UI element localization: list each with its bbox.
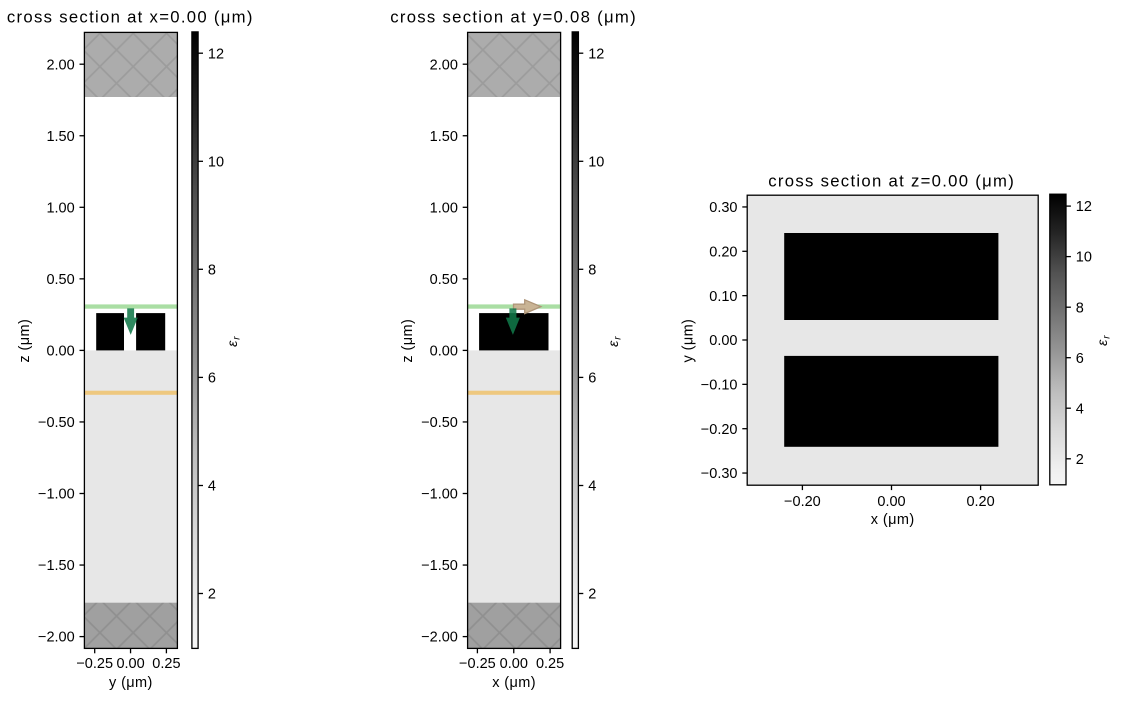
svg-text:0.20: 0.20	[709, 244, 737, 260]
svg-text:0.00: 0.00	[877, 494, 905, 510]
svg-text:8: 8	[208, 262, 216, 278]
svg-text:2: 2	[208, 587, 216, 603]
svg-text:1.50: 1.50	[46, 129, 74, 145]
svg-text:εr: εr	[224, 336, 242, 347]
svg-text:0.50: 0.50	[46, 272, 74, 288]
svg-text:y (μm): y (μm)	[681, 319, 697, 363]
svg-text:0.25: 0.25	[536, 656, 564, 672]
svg-text:0.00: 0.00	[500, 656, 528, 672]
svg-text:1.00: 1.00	[46, 200, 74, 216]
svg-text:2: 2	[1076, 452, 1084, 468]
svg-text:0.50: 0.50	[430, 272, 458, 288]
svg-text:8: 8	[588, 262, 596, 278]
svg-text:6: 6	[1076, 351, 1084, 367]
svg-text:−0.25: −0.25	[459, 656, 496, 672]
svg-text:−0.30: −0.30	[701, 466, 738, 482]
svg-text:0.00: 0.00	[116, 656, 144, 672]
svg-text:10: 10	[208, 154, 224, 170]
svg-text:12: 12	[588, 46, 604, 62]
svg-text:2: 2	[588, 587, 596, 603]
svg-text:−1.00: −1.00	[421, 487, 458, 503]
svg-text:−1.50: −1.50	[38, 558, 75, 574]
svg-text:−1.50: −1.50	[421, 558, 458, 574]
svg-text:0.00: 0.00	[709, 333, 737, 349]
svg-text:2.00: 2.00	[430, 57, 458, 73]
svg-text:10: 10	[588, 154, 604, 170]
svg-text:cross section at y=0.08 (μm): cross section at y=0.08 (μm)	[390, 8, 637, 27]
svg-text:4: 4	[1076, 401, 1084, 417]
svg-text:−0.10: −0.10	[701, 378, 738, 394]
svg-text:12: 12	[1076, 199, 1092, 215]
svg-text:4: 4	[208, 479, 216, 495]
svg-text:0.00: 0.00	[430, 344, 458, 360]
svg-text:z (μm): z (μm)	[17, 319, 33, 363]
svg-text:x (μm): x (μm)	[492, 675, 536, 691]
svg-text:6: 6	[588, 371, 596, 387]
svg-text:−0.25: −0.25	[76, 656, 113, 672]
svg-text:2.00: 2.00	[46, 57, 74, 73]
svg-text:0.20: 0.20	[966, 494, 994, 510]
svg-text:10: 10	[1076, 250, 1092, 266]
svg-text:0.10: 0.10	[709, 289, 737, 305]
svg-text:εr: εr	[1094, 335, 1112, 346]
svg-text:0.00: 0.00	[46, 344, 74, 360]
svg-text:0.25: 0.25	[152, 656, 180, 672]
svg-text:cross section at z=0.00 (μm): cross section at z=0.00 (μm)	[768, 171, 1015, 190]
svg-text:y (μm): y (μm)	[109, 675, 153, 691]
svg-text:−0.20: −0.20	[784, 494, 821, 510]
svg-text:cross section at x=0.00 (μm): cross section at x=0.00 (μm)	[7, 8, 254, 27]
svg-text:0.30: 0.30	[709, 200, 737, 216]
svg-text:−2.00: −2.00	[38, 630, 75, 646]
svg-text:6: 6	[208, 371, 216, 387]
svg-text:εr: εr	[605, 336, 623, 347]
svg-text:1.00: 1.00	[430, 200, 458, 216]
svg-text:1.50: 1.50	[430, 129, 458, 145]
svg-text:−0.50: −0.50	[421, 415, 458, 431]
svg-text:−2.00: −2.00	[421, 630, 458, 646]
svg-text:z (μm): z (μm)	[400, 319, 416, 363]
svg-text:x (μm): x (μm)	[871, 512, 915, 528]
svg-text:4: 4	[588, 479, 596, 495]
svg-text:12: 12	[208, 46, 224, 62]
svg-text:8: 8	[1076, 300, 1084, 316]
svg-text:−0.50: −0.50	[38, 415, 75, 431]
svg-text:−0.20: −0.20	[701, 422, 738, 438]
svg-text:−1.00: −1.00	[38, 487, 75, 503]
